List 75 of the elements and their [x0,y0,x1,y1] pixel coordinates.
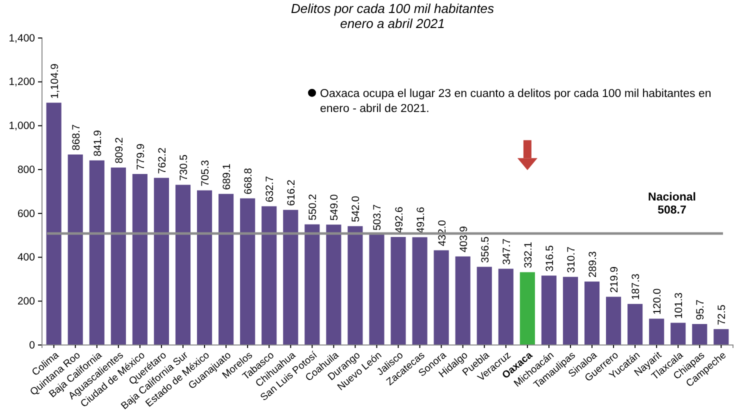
ref-line-label: Nacional 508.7 [648,191,696,216]
data-label: 72.5 [716,304,728,326]
bar [606,296,622,345]
bar [541,276,556,345]
bar [68,154,83,345]
bar [196,190,212,345]
data-label: 841.9 [92,130,104,156]
data-label: 689.1 [221,163,234,190]
data-label: 332.1 [522,242,534,268]
chart-subtitle: enero a abril 2021 [340,16,445,31]
data-label: 542.0 [350,196,362,222]
data-label: 95.7 [694,299,707,320]
data-label: 503.7 [372,204,384,231]
y-tick-label: 200 [17,296,36,308]
annotation: Oaxaca ocupa el lugar 23 en cuanto a delitos por cada 100 mil habitantes en enero - abril de 2021. [320,88,712,115]
bar [692,324,708,345]
data-label: 491.6 [414,206,427,234]
bar [520,272,535,345]
y-tick-label: 600 [17,208,36,220]
bar [714,329,729,345]
bar [89,160,104,345]
data-label: 809.2 [113,137,126,164]
bar [562,276,578,345]
bar [476,266,492,345]
bar [348,226,363,345]
data-label: 187.3 [630,273,642,300]
bar [262,206,277,345]
data-label: 668.8 [242,168,255,194]
bar [304,224,320,345]
bar [412,237,428,345]
data-label: 550.2 [307,194,320,220]
y-tick-label: 800 [17,164,36,176]
y-tick-label: 0 [29,339,36,352]
data-label: 310.7 [565,246,578,273]
bar [498,268,514,345]
data-label: 347.7 [500,238,513,265]
bar [670,322,686,345]
bar [390,236,406,345]
data-label: 549.0 [328,194,341,221]
bar [434,250,449,345]
bar [283,210,298,345]
bar [110,168,126,345]
bar [628,304,643,345]
data-label: 632.7 [264,176,276,202]
data-label: 316.5 [544,245,556,272]
data-label: 705.3 [200,160,212,186]
bar [584,282,600,345]
bar [175,184,191,345]
chart-title: Delitos por cada 100 mil habitantes [290,1,495,16]
data-label: 492.6 [393,206,406,233]
data-label: 616.2 [286,179,298,206]
data-label: 762.2 [156,147,168,174]
y-tick-label: 1,400 [8,32,36,44]
bar [154,178,170,345]
data-label: 120.0 [652,288,664,315]
bar [132,174,148,345]
y-tick-label: 1,000 [8,120,36,132]
bar [46,102,62,345]
data-label: 868.7 [70,124,82,151]
bar [326,224,342,345]
bar [455,256,470,345]
data-label: 101.3 [673,292,686,319]
data-label: 1,104.9 [48,64,61,99]
data-label: 779.9 [134,144,147,170]
data-label: 730.5 [178,154,190,181]
data-label: 356.5 [479,236,492,263]
y-tick-label: 1,200 [8,76,36,88]
bar [649,318,664,345]
data-label: 403.9 [458,226,470,252]
y-tick-label: 400 [17,252,36,264]
bar [369,234,384,345]
data-label: 219.9 [608,266,621,293]
data-label: 289.3 [587,251,599,278]
bar [240,198,256,345]
bar [218,194,234,345]
